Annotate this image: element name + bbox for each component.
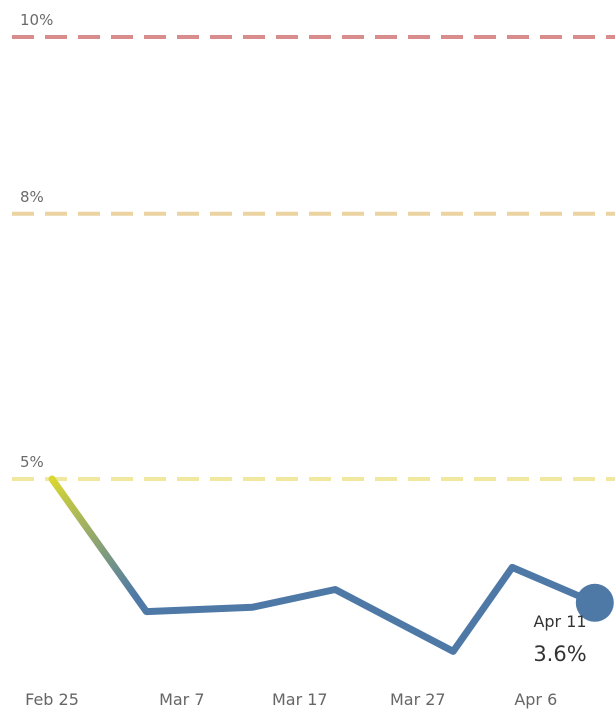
x-axis: Feb 25 Mar 7 Mar 17 Mar 27 Apr 6 — [25, 690, 557, 709]
series-group — [48, 475, 614, 655]
x-tick-label-0: Feb 25 — [25, 690, 79, 709]
x-tick-label-2: Mar 17 — [272, 690, 328, 709]
end-annotation: Apr 11 3.6% — [533, 612, 586, 666]
data-point — [143, 608, 150, 615]
series-line — [48, 475, 599, 655]
data-point — [49, 476, 56, 483]
reference-line-label-0: 10% — [20, 11, 53, 29]
x-tick-label-3: Mar 27 — [390, 690, 446, 709]
x-tick-label-1: Mar 7 — [159, 690, 204, 709]
data-point — [509, 564, 516, 571]
x-tick-label-4: Apr 6 — [514, 690, 557, 709]
end-point-marker — [575, 583, 614, 622]
reference-line-label-2: 5% — [20, 453, 44, 471]
data-point — [249, 604, 256, 611]
data-point — [450, 648, 457, 655]
reference-line-label-1: 8% — [20, 188, 44, 206]
end-point-value-label: 3.6% — [533, 642, 586, 666]
data-point — [332, 586, 339, 593]
reference-lines: 10% 8% 5% — [12, 11, 615, 481]
end-point-date-label: Apr 11 — [533, 612, 586, 631]
